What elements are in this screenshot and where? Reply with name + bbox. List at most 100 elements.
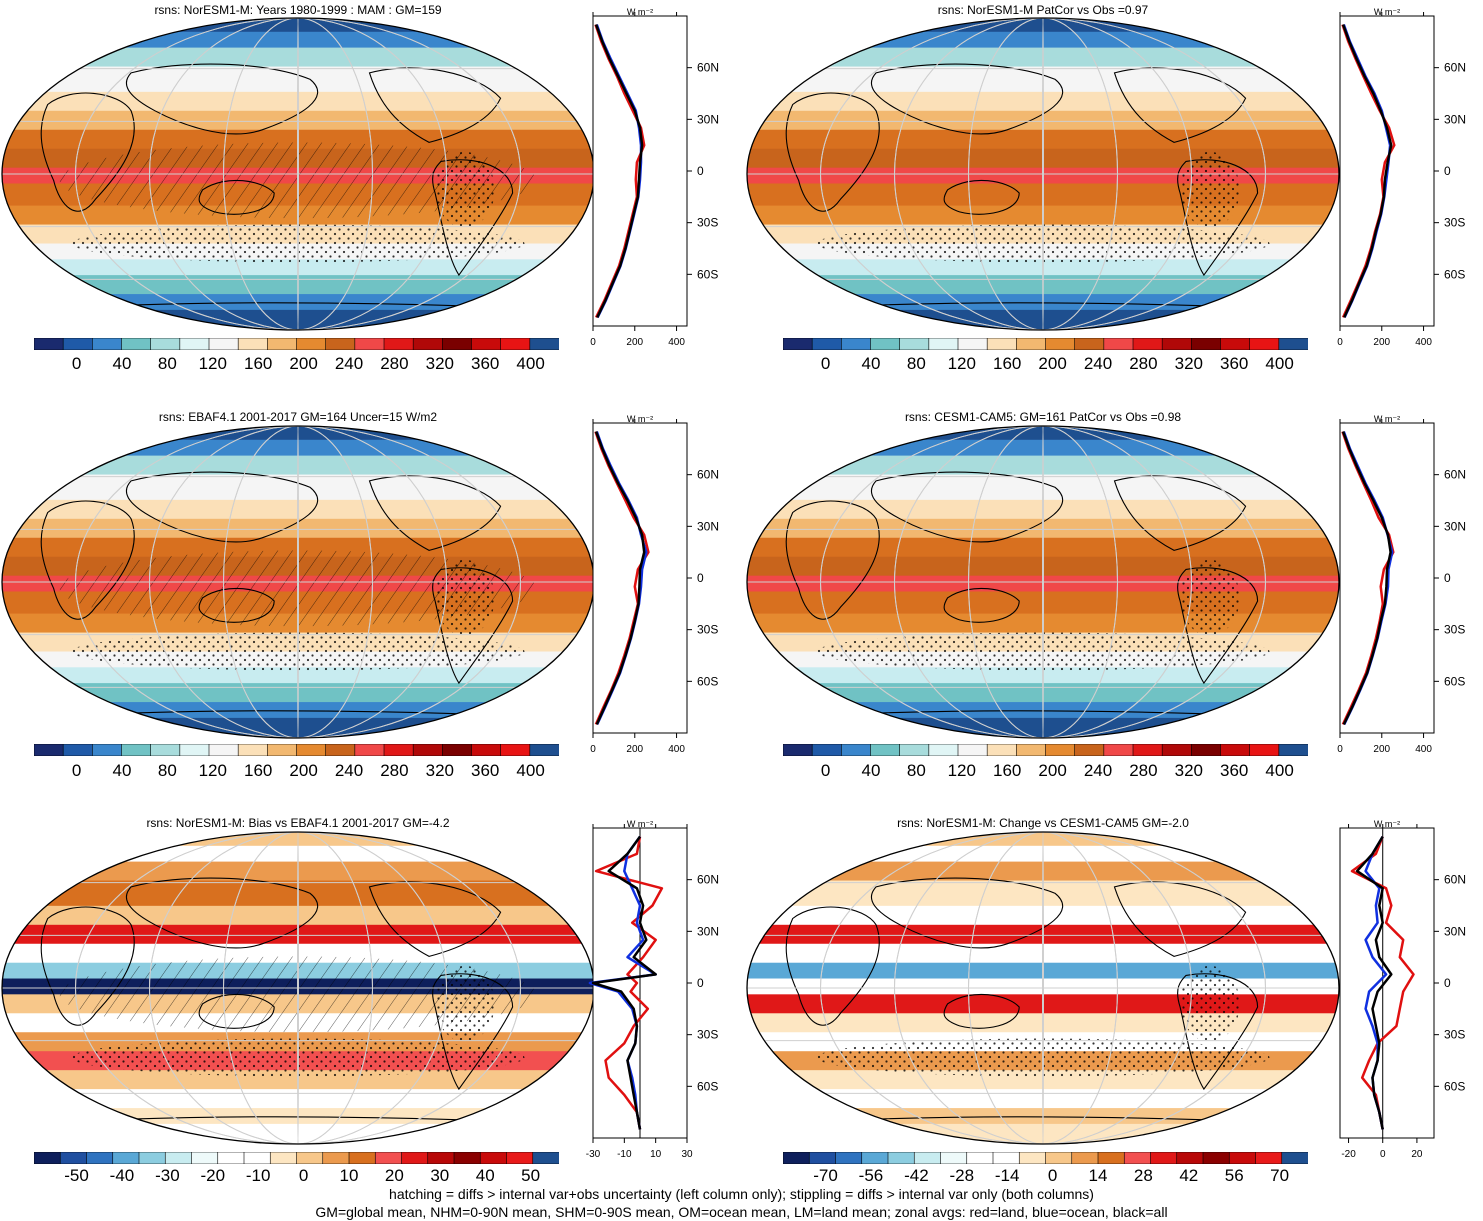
colorbar-swatch bbox=[928, 744, 959, 756]
colorbar-swatch bbox=[296, 744, 327, 756]
colorbar-tick-label: 200 bbox=[1038, 354, 1067, 373]
colorbar-swatch bbox=[325, 338, 356, 350]
colorbar-swatch bbox=[121, 338, 152, 350]
colorbar-tick-label: 360 bbox=[471, 761, 500, 780]
zonal-y-tick-label: 30N bbox=[697, 924, 719, 938]
colorbar-swatch bbox=[243, 1152, 272, 1164]
stipple-region bbox=[1180, 151, 1240, 228]
coastline bbox=[125, 877, 318, 949]
zonal-y-tick-label: 60S bbox=[1444, 267, 1465, 281]
graticule-lon bbox=[820, 832, 1266, 1144]
zonal-x-tick-label: 20 bbox=[1411, 1149, 1423, 1160]
colorbar-swatch bbox=[453, 1152, 482, 1164]
graticule-lon bbox=[894, 832, 1192, 1144]
colorbar-swatch bbox=[887, 1152, 916, 1164]
panel-3-map bbox=[1, 425, 595, 739]
colorbar-swatch bbox=[208, 744, 239, 756]
colorbar-tick-label: -28 bbox=[949, 1166, 975, 1185]
colorbar-swatch bbox=[325, 744, 356, 756]
panel-2-zonal-plot: 0 200 400 W m⁻² 60N 30N 0 30S 60S bbox=[1337, 8, 1466, 348]
colorbar-tick-label: 160 bbox=[244, 354, 273, 373]
zonal-x-tick-label: 200 bbox=[1373, 744, 1390, 755]
colorbar-tick-label: 400 bbox=[1265, 761, 1294, 780]
zonal-y-tick-label: 30N bbox=[1444, 924, 1466, 938]
colorbar-swatch bbox=[412, 338, 444, 350]
colorbar-swatch bbox=[957, 338, 988, 350]
colorbar-swatch bbox=[383, 744, 414, 756]
colorbar-tick-label: 40 bbox=[112, 354, 132, 373]
colorbar-tick-label: 320 bbox=[1174, 354, 1203, 373]
colorbar-tick-label: 0 bbox=[71, 354, 82, 373]
colorbar-swatch bbox=[150, 338, 181, 350]
colorbar-swatch bbox=[348, 1152, 377, 1164]
zonal-y-tick-label: 30N bbox=[1444, 112, 1466, 126]
graticule-lon bbox=[968, 18, 1118, 330]
zonal-all-series bbox=[1341, 431, 1392, 725]
panel-5-title: rsns: NorESM1-M: Bias vs EBAF4.1 2001-20… bbox=[146, 816, 450, 830]
zonal-y-tick-label: 0 bbox=[1444, 976, 1451, 990]
coastline bbox=[1177, 567, 1259, 685]
colorbar-swatch bbox=[1074, 338, 1105, 350]
colorbar-swatch bbox=[1103, 744, 1134, 756]
coastline bbox=[368, 475, 502, 551]
graticule-lon bbox=[223, 832, 373, 1144]
zonal-y-tick-label: 60S bbox=[1444, 674, 1465, 688]
colorbar-swatch bbox=[112, 1152, 140, 1164]
graticule-lon bbox=[1042, 832, 1044, 1144]
colorbar-swatch bbox=[267, 338, 298, 350]
colorbar-tick-label: 40 bbox=[861, 354, 881, 373]
colorbar-tick-label: -20 bbox=[200, 1166, 226, 1185]
colorbar-tick-label: 160 bbox=[244, 761, 273, 780]
zonal-y-tick-label: 60N bbox=[1444, 61, 1466, 75]
zonal-y-tick-label: 60S bbox=[1444, 1079, 1465, 1093]
zonal-x-tick-label: 400 bbox=[1415, 744, 1432, 755]
panel-4-zonal-plot: 0 200 400 W m⁻² 60N 30N 0 30S 60S bbox=[1337, 415, 1466, 755]
zonal-x-tick-label: -30 bbox=[586, 1149, 601, 1160]
graticule-lon bbox=[1042, 18, 1044, 330]
footer-note-legend: GM=global mean, NHM=0-90N mean, SHM=0-90… bbox=[315, 1204, 1168, 1220]
colorbar-swatch bbox=[164, 1152, 193, 1164]
colorbar-swatch bbox=[34, 1152, 62, 1164]
colorbar-swatch bbox=[957, 744, 988, 756]
zonal-y-tick-label: 30S bbox=[1444, 216, 1465, 230]
zonal-y-tick-label: 30S bbox=[1444, 1028, 1465, 1042]
zonal-x-tick-label: -10 bbox=[617, 1149, 632, 1160]
colorbar-tick-label: 80 bbox=[157, 354, 177, 373]
coastline bbox=[870, 877, 1063, 949]
colorbar-swatch bbox=[179, 744, 210, 756]
colorbar-swatch bbox=[1278, 744, 1308, 756]
panel-3-zonal-plot: 0 200 400 W m⁻² 60N 30N 0 30S 60S bbox=[590, 415, 719, 755]
colorbar-swatch bbox=[783, 338, 813, 350]
colorbar-tick-label: 80 bbox=[906, 761, 926, 780]
map-border bbox=[746, 17, 1340, 331]
panel-1-title: rsns: NorESM1-M: Years 1980-1999 : MAM :… bbox=[154, 3, 442, 17]
colorbar-swatch bbox=[940, 1152, 968, 1164]
panel-4-colorbar bbox=[783, 744, 1308, 756]
zonal-all-series bbox=[591, 835, 657, 1130]
colorbar-tick-label: 0 bbox=[298, 1166, 309, 1185]
stipple-region bbox=[1180, 965, 1240, 1042]
colorbar-swatch bbox=[1132, 338, 1163, 350]
graticule-lon bbox=[968, 426, 1118, 738]
colorbar-swatch bbox=[899, 338, 930, 350]
colorbar-swatch bbox=[427, 1152, 455, 1164]
zonal-x-tick-label: 0 bbox=[1337, 337, 1343, 348]
zonal-x-tick-label: 0 bbox=[590, 744, 596, 755]
zonal-ocean-series bbox=[588, 835, 657, 1130]
zonal-x-tick-label: 0 bbox=[590, 337, 596, 348]
colorbar-swatch bbox=[237, 338, 269, 350]
colorbar-swatch bbox=[179, 338, 210, 350]
zonal-unit-label: W m⁻² bbox=[1374, 8, 1400, 17]
colorbar-tick-label: -40 bbox=[109, 1166, 135, 1185]
colorbar-swatch bbox=[1071, 1152, 1099, 1164]
graticule-lon bbox=[75, 832, 521, 1144]
zonal-y-tick-label: 30S bbox=[1444, 623, 1465, 637]
colorbar-swatch bbox=[34, 338, 64, 350]
zonal-y-tick-label: 60N bbox=[697, 61, 719, 75]
colorbar-tick-label: 240 bbox=[1083, 761, 1113, 780]
colorbar-swatch bbox=[870, 744, 901, 756]
colorbar-tick-label: 10 bbox=[339, 1166, 359, 1185]
colorbar-swatch bbox=[841, 744, 872, 756]
coastline bbox=[870, 471, 1063, 543]
graticule-lon bbox=[820, 426, 1266, 738]
